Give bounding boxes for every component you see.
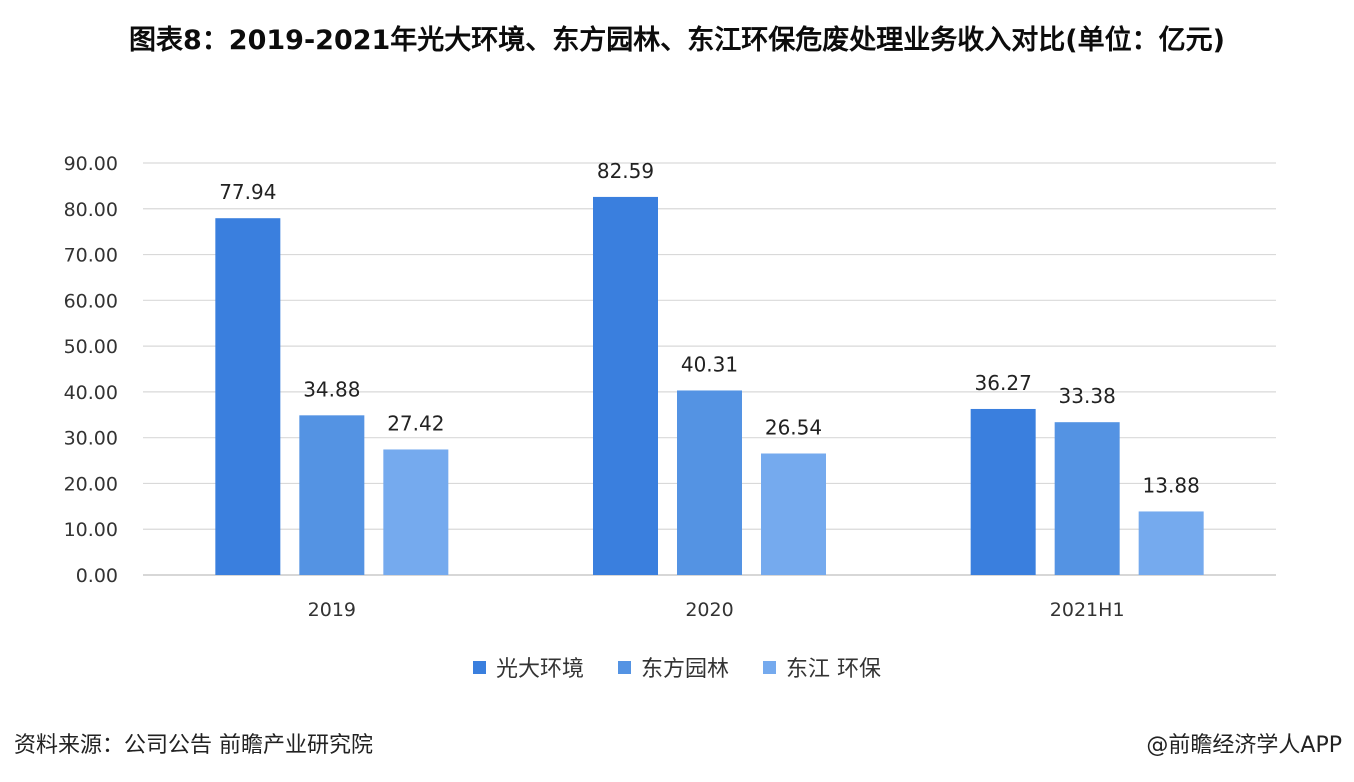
chart-title: 图表8：2019-2021年光大环境、东方园林、东江环保危废处理业务收入对比(单… <box>129 25 1225 56</box>
y-tick-label: 50.00 <box>64 336 118 358</box>
bar-series-3 <box>1138 511 1204 575</box>
legend-item-series-1: 光大环境 <box>472 651 584 683</box>
bar-series-1 <box>970 408 1036 575</box>
bar-series-2 <box>299 415 365 575</box>
data-label: 34.88 <box>303 377 360 401</box>
legend-label: 光大环境 <box>495 657 584 682</box>
data-labels: 77.94 34.88 27.42 82.59 40.31 26.54 36.27 33.38… <box>219 159 1200 498</box>
bars <box>215 196 1204 575</box>
x-category-label: 2020 <box>685 599 733 621</box>
legend: 光大环境 东方园林 东江 环保 <box>0 651 1354 683</box>
data-label: 26.54 <box>765 416 822 440</box>
data-label: 82.59 <box>597 159 654 183</box>
data-label: 33.38 <box>1059 384 1116 408</box>
legend-swatch <box>763 660 777 674</box>
bar-chart: 0.00 10.00 20.00 30.00 40.00 50.00 60.00 70.00 8… <box>64 153 1276 621</box>
y-tick-label: 80.00 <box>64 199 118 221</box>
bar-series-1 <box>593 196 658 575</box>
y-tick-label: 10.00 <box>64 519 118 541</box>
bar-series-1 <box>215 218 281 575</box>
y-axis-ticks: 0.00 10.00 20.00 30.00 40.00 50.00 60.00 70.00 8… <box>64 153 118 587</box>
legend-item-series-3: 东江 环保 <box>763 651 881 683</box>
source-note: 资料来源：公司公告 前瞻产业研究院 <box>14 733 373 758</box>
y-tick-label: 60.00 <box>64 290 118 312</box>
y-tick-label: 0.00 <box>76 565 118 587</box>
y-tick-label: 90.00 <box>64 153 118 175</box>
bar-series-2 <box>677 390 742 575</box>
y-tick-label: 40.00 <box>64 382 118 404</box>
y-tick-label: 70.00 <box>64 245 118 267</box>
x-category-label: 2021H1 <box>1050 599 1125 621</box>
legend-swatch <box>618 660 631 674</box>
data-label: 27.42 <box>387 411 444 435</box>
bar-series-3 <box>383 449 449 575</box>
legend-item-series-2: 东方园林 <box>618 651 729 683</box>
data-label: 13.88 <box>1143 473 1200 497</box>
x-category-label: 2019 <box>308 599 356 621</box>
data-label: 36.27 <box>975 371 1032 395</box>
legend-label: 东方园林 <box>641 657 730 682</box>
y-tick-label: 30.00 <box>64 428 118 450</box>
credit-note: @前瞻经济学人APP <box>1146 733 1342 758</box>
data-label: 40.31 <box>681 352 738 376</box>
bar-series-2 <box>1054 422 1120 575</box>
legend-swatch <box>472 660 486 674</box>
x-axis-categories: 2019 2020 2021H1 <box>308 599 1125 621</box>
legend-label: 东江 环保 <box>786 657 882 682</box>
bar-series-3 <box>761 453 826 575</box>
y-tick-label: 20.00 <box>64 473 118 495</box>
data-label: 77.94 <box>219 180 276 204</box>
